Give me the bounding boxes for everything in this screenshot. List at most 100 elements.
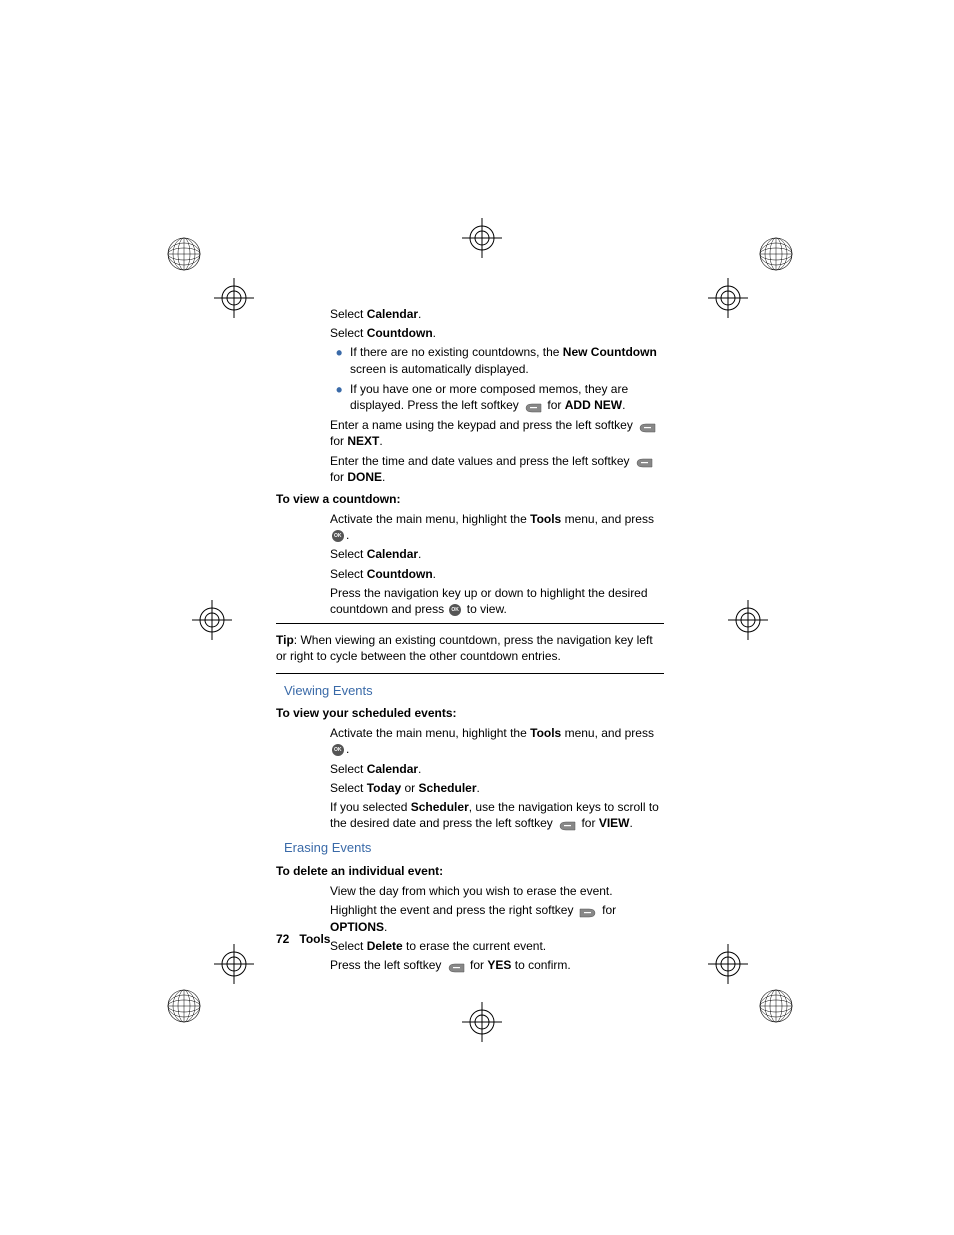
bold: Calendar	[367, 547, 418, 561]
registration-mark	[708, 944, 748, 984]
bullet: If there are no existing countdowns, the…	[338, 344, 664, 376]
bullet: If you have one or more composed memos, …	[338, 381, 664, 413]
bold: Calendar	[367, 307, 418, 321]
step: Select Countdown.	[330, 566, 664, 582]
text: .	[433, 326, 436, 340]
text: If you selected	[330, 800, 411, 814]
text: Select	[330, 307, 367, 321]
text: Select	[330, 939, 367, 953]
bold: NEXT	[347, 434, 379, 448]
text: or	[401, 781, 418, 795]
step: Select Calendar.	[330, 306, 664, 322]
registration-mark	[214, 278, 254, 318]
text: Select	[330, 762, 367, 776]
step: Enter the time and date values and press…	[330, 453, 664, 485]
step: Select Today or Scheduler.	[330, 780, 664, 796]
tip-block: Tip: When viewing an existing countdown,…	[276, 632, 664, 664]
step: Select Calendar.	[330, 546, 664, 562]
step: Select Countdown.	[330, 325, 664, 341]
bold: Tools	[530, 726, 561, 740]
text: Press the left softkey	[330, 958, 445, 972]
ok-icon	[332, 530, 344, 542]
text: screen is automatically displayed.	[350, 362, 529, 376]
text: Highlight the event and press the right …	[330, 903, 577, 917]
text: menu, and press	[561, 512, 654, 526]
text: .	[346, 528, 349, 542]
step: Select Calendar.	[330, 761, 664, 777]
text: for	[330, 434, 347, 448]
text: Select	[330, 781, 367, 795]
page-footer: 72 Tools	[276, 932, 330, 946]
corner-sphere	[166, 236, 202, 272]
registration-mark	[462, 218, 502, 258]
bold: YES	[487, 958, 511, 972]
text: for	[467, 958, 488, 972]
registration-mark	[214, 944, 254, 984]
section-viewing-events: Viewing Events	[284, 682, 664, 700]
registration-mark	[728, 600, 768, 640]
text: .	[622, 398, 625, 412]
text: .	[629, 816, 632, 830]
step: Activate the main menu, highlight the To…	[330, 511, 664, 543]
step: Highlight the event and press the right …	[330, 902, 664, 934]
heading-view-countdown: To view a countdown:	[276, 491, 664, 507]
step: View the day from which you wish to eras…	[330, 883, 664, 899]
bold: Scheduler	[411, 800, 469, 814]
left-softkey-icon	[447, 961, 465, 971]
text: Select	[330, 547, 367, 561]
bold: Today	[367, 781, 401, 795]
tip-text: : When viewing an existing countdown, pr…	[276, 633, 653, 663]
bold: OPTIONS	[330, 920, 384, 934]
text: Activate the main menu, highlight the	[330, 726, 530, 740]
corner-sphere	[166, 988, 202, 1024]
text: menu, and press	[561, 726, 654, 740]
heading-delete-event: To delete an individual event:	[276, 863, 664, 879]
heading-view-events: To view your scheduled events:	[276, 705, 664, 721]
text: .	[382, 470, 385, 484]
footer-section: Tools	[299, 932, 330, 946]
step: Press the left softkey for YES to confir…	[330, 957, 664, 973]
text: .	[418, 547, 421, 561]
corner-sphere	[758, 988, 794, 1024]
text: Select	[330, 326, 367, 340]
left-softkey-icon	[524, 401, 542, 411]
left-softkey-icon	[635, 456, 653, 466]
text: .	[346, 742, 349, 756]
text: .	[477, 781, 480, 795]
bold: Delete	[367, 939, 403, 953]
text: to erase the current event.	[403, 939, 546, 953]
right-softkey-icon	[579, 906, 597, 916]
bold: Countdown	[367, 326, 433, 340]
text: View the day from which you wish to eras…	[330, 884, 613, 898]
bold: New Countdown	[563, 345, 657, 359]
divider	[276, 623, 664, 624]
corner-sphere	[758, 236, 794, 272]
bold: DONE	[347, 470, 382, 484]
tip-label: Tip	[276, 633, 294, 647]
bold: Countdown	[367, 567, 433, 581]
step: If you selected Scheduler, use the navig…	[330, 799, 664, 831]
text: .	[418, 307, 421, 321]
ok-icon	[449, 604, 461, 616]
page-body: Select Calendar. Select Countdown. If th…	[276, 306, 664, 976]
step: Enter a name using the keypad and press …	[330, 417, 664, 449]
left-softkey-icon	[638, 421, 656, 431]
text: .	[384, 920, 387, 934]
step: Press the navigation key up or down to h…	[330, 585, 664, 617]
bold: VIEW	[599, 816, 630, 830]
text: If there are no existing countdowns, the	[350, 345, 563, 359]
text: for	[578, 816, 599, 830]
text: .	[418, 762, 421, 776]
text: for	[544, 398, 565, 412]
bold: ADD NEW	[565, 398, 622, 412]
registration-mark	[192, 600, 232, 640]
bold: Calendar	[367, 762, 418, 776]
left-softkey-icon	[558, 819, 576, 829]
text: to confirm.	[511, 958, 570, 972]
text: Enter the time and date values and press…	[330, 454, 633, 468]
text: for	[599, 903, 616, 917]
registration-mark	[708, 278, 748, 318]
divider	[276, 673, 664, 674]
step: Select Delete to erase the current event…	[330, 938, 664, 954]
text: .	[433, 567, 436, 581]
